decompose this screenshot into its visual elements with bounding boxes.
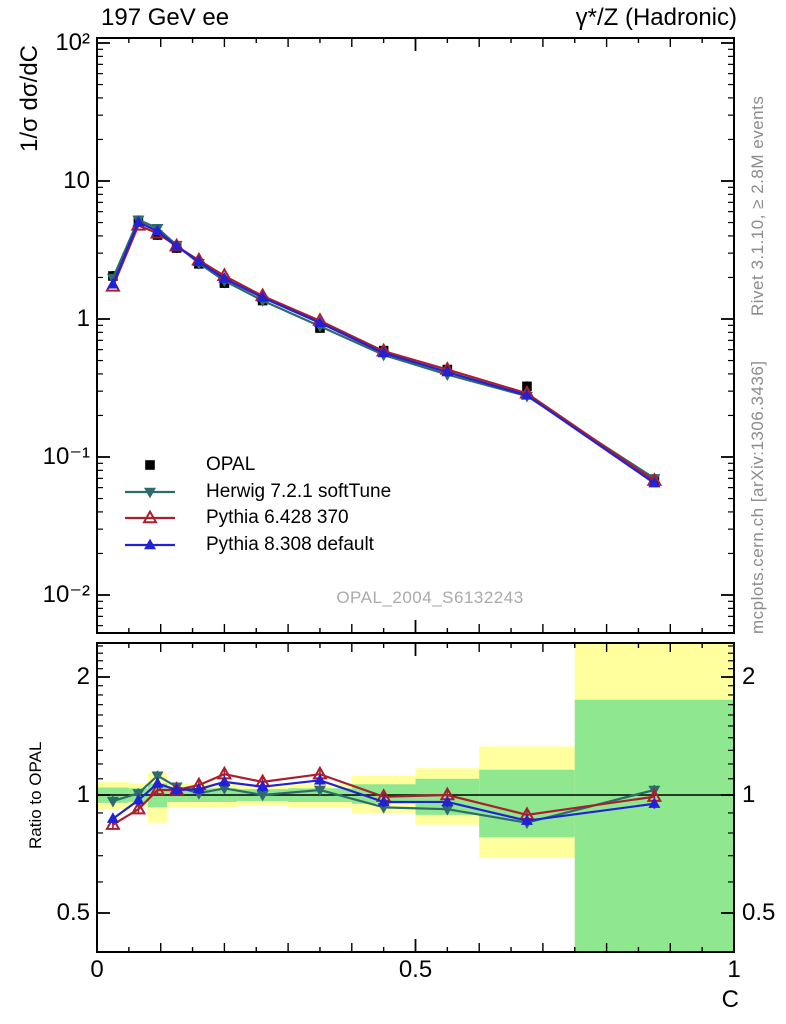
mc-line-marker-icon xyxy=(125,509,175,524)
pythia-ratio-marker xyxy=(520,814,533,825)
y-main-tick-label: 10 xyxy=(63,167,90,194)
pythia-ratio-marker xyxy=(130,800,147,815)
pythia-marker xyxy=(313,316,326,328)
herwig-ratio-marker xyxy=(256,790,269,802)
ratio-uncertainty-bands xyxy=(97,643,734,951)
pythia-marker xyxy=(520,388,533,400)
y-ratio-tick-label-left: 2 xyxy=(76,663,90,690)
pythia-ratio-marker xyxy=(218,775,231,787)
pythia-ratio-marker xyxy=(132,793,145,805)
y-ratio-tick-label-left: 1 xyxy=(76,781,90,808)
mcplots-attribution-note: mcplots.cern.ch [arXiv:1306.3436] xyxy=(748,360,767,634)
pythia-ratio-marker xyxy=(151,777,164,788)
legend-entry-herwig: Herwig 7.2.1 softTune xyxy=(124,479,391,506)
y-main-tick-label: 10⁻¹ xyxy=(42,443,90,470)
pythia-ratio-marker xyxy=(105,816,121,830)
legend-marker xyxy=(145,460,155,471)
pythia-marker xyxy=(377,346,390,358)
pythia-ratio-marker xyxy=(256,780,269,791)
x-tick-label: 1 xyxy=(727,956,741,983)
pythia-ratio-marker xyxy=(149,781,166,796)
y-axis-title-ratio: Ratio to OPAL xyxy=(26,741,45,849)
x-tick-label: 0 xyxy=(90,956,104,983)
legend-label: OPAL xyxy=(206,454,256,476)
herwig-ratio-curve xyxy=(112,774,655,824)
pythia-ratio-marker xyxy=(648,797,661,808)
pythia-marker xyxy=(218,272,231,283)
x-axis-title: C xyxy=(721,986,739,1013)
pythia-ratio-marker xyxy=(377,795,390,807)
legend-marker xyxy=(142,509,158,524)
pythia-marker xyxy=(151,224,164,236)
pythia-marker xyxy=(170,239,183,251)
legend-marker xyxy=(144,538,156,549)
y-main-tick-label: 10⁻² xyxy=(42,581,90,608)
series-main-pythia xyxy=(106,215,661,488)
pythia-marker xyxy=(106,277,119,289)
y-ratio-tick-label-left: 0.5 xyxy=(56,899,90,926)
pythia-curve xyxy=(111,220,655,485)
y-ratio-tick-label-right: 1 xyxy=(742,781,756,808)
uncertainty-band-inner xyxy=(574,699,734,951)
mc-line-marker-icon xyxy=(125,538,175,549)
legend-marker xyxy=(144,487,156,499)
pythia-marker xyxy=(132,215,145,227)
legend-entry-pythia: Pythia 8.308 default xyxy=(124,532,391,559)
herwig-ratio-marker xyxy=(313,785,326,797)
series-ratio-pythia xyxy=(106,773,661,826)
legend-label: Pythia 6.428 370 xyxy=(206,507,349,529)
legend-entry-opal: OPAL xyxy=(124,452,391,479)
legend-entry-pythia: Pythia 6.428 370 xyxy=(124,505,391,532)
ratio-panel-frame xyxy=(96,642,735,953)
legend-label: Herwig 7.2.1 softTune xyxy=(206,480,392,502)
y-main-tick-label: 10² xyxy=(55,29,90,56)
herwig-ratio-marker xyxy=(106,796,119,808)
pythia-ratio-marker xyxy=(192,782,205,794)
y-ratio-tick-label-right: 0.5 xyxy=(742,899,776,926)
title-process: γ*/Z (Hadronic) xyxy=(575,4,737,31)
legend: OPAL Herwig 7.2.1 softTune Pythia 6.428 37… xyxy=(124,452,391,558)
pythia-marker xyxy=(256,291,269,302)
legend-label: Pythia 8.308 default xyxy=(206,533,374,555)
y-main-tick-label: 1 xyxy=(76,305,90,332)
title-beam-energy: 197 GeV ee xyxy=(101,4,230,31)
herwig-ratio-marker xyxy=(218,784,231,795)
pythia-marker xyxy=(441,365,454,377)
herwig-ratio-marker xyxy=(151,771,164,783)
mc-line-marker-icon xyxy=(125,487,175,499)
analysis-id-watermark: OPAL_2004_S6132243 xyxy=(336,588,524,607)
rivet-version-note: Rivet 3.1.10, ≥ 2.8M events xyxy=(748,95,767,316)
pythia-marker xyxy=(192,255,205,266)
pythia-ratio-marker xyxy=(313,773,326,785)
pythia-ratio-marker xyxy=(106,812,119,823)
pythia-marker xyxy=(648,476,661,488)
pythia-ratio-marker xyxy=(441,795,454,807)
herwig-ratio-marker xyxy=(441,804,454,816)
main-panel-frame xyxy=(96,37,735,634)
y-ratio-tick-label-right: 2 xyxy=(742,663,756,690)
x-tick-label: 0.5 xyxy=(398,956,433,983)
pythia-ratio-marker xyxy=(170,783,183,795)
data-marker-icon xyxy=(145,460,155,471)
y-axis-title-main: 1/σ dσ/dC xyxy=(16,44,43,152)
